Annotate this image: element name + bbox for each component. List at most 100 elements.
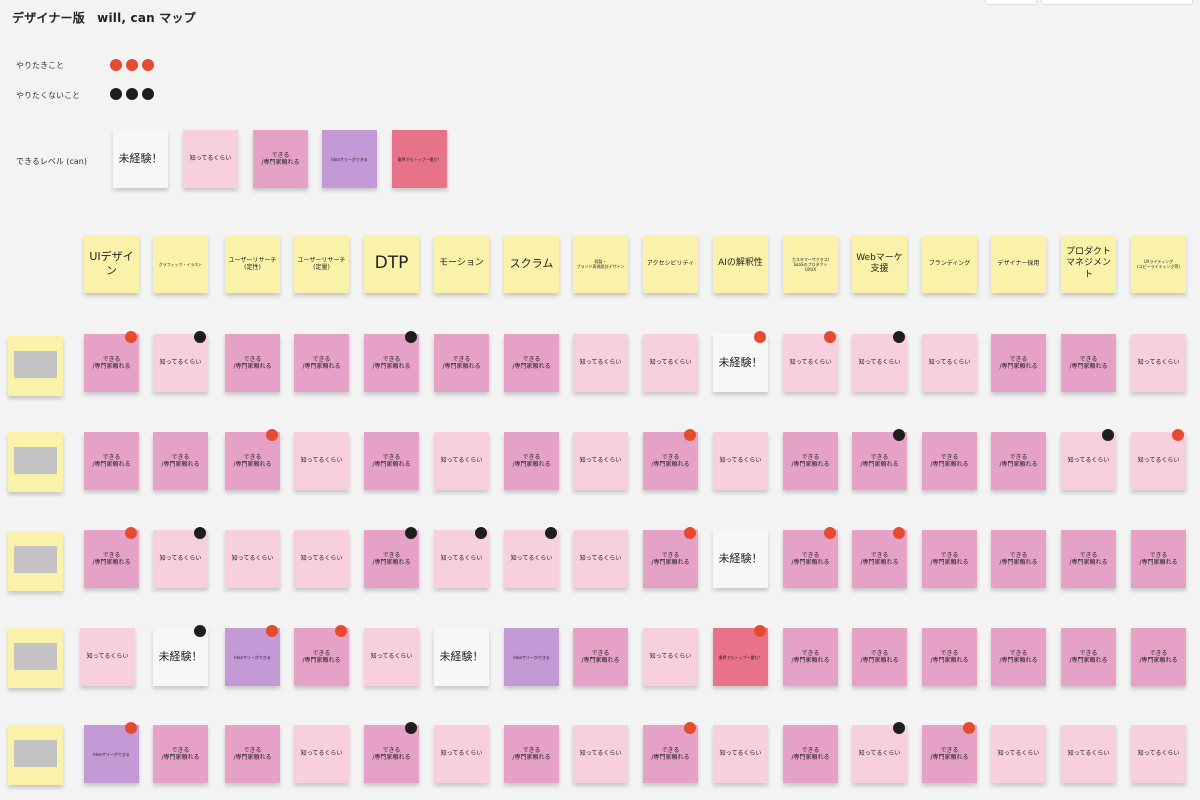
skill-level-sticky[interactable]: できる /専門家頼れる	[922, 628, 977, 686]
skill-level-sticky[interactable]: できる /専門家頼れる	[225, 334, 280, 392]
skill-level-sticky[interactable]: できる /専門家頼れる	[84, 334, 139, 392]
skill-level-sticky[interactable]: できる /専門家頼れる	[434, 334, 489, 392]
skill-level-sticky[interactable]: 知ってるくらい	[1061, 432, 1116, 490]
black-dot[interactable]	[194, 527, 206, 539]
skill-level-sticky[interactable]: できる /専門家頼れる	[852, 628, 907, 686]
skill-sticky[interactable]: ユーザーリサーチ (定量)	[294, 235, 349, 293]
black-dot[interactable]	[1102, 429, 1114, 441]
skill-level-sticky[interactable]: できる /専門家頼れる	[364, 334, 419, 392]
skill-level-sticky[interactable]: できる /専門家頼れる	[504, 334, 559, 392]
red-dot[interactable]	[1172, 429, 1184, 441]
skill-level-sticky[interactable]: 知ってるくらい	[922, 334, 977, 392]
skill-level-sticky[interactable]: できる /専門家頼れる	[153, 432, 208, 490]
skill-level-sticky[interactable]: 知ってるくらい	[1131, 432, 1186, 490]
skill-level-sticky[interactable]: できる /専門家頼れる	[1131, 530, 1186, 588]
skill-level-sticky[interactable]: 知ってるくらい	[225, 530, 280, 588]
skill-level-sticky[interactable]: 未経験！	[434, 628, 489, 686]
toolbar-button-left[interactable]	[985, 0, 1037, 5]
skill-sticky[interactable]: グラフィック・イラスト	[153, 235, 208, 293]
skill-level-sticky[interactable]: 知ってるくらい	[434, 530, 489, 588]
skill-level-sticky[interactable]: できる /専門家頼れる	[643, 530, 698, 588]
skill-level-sticky[interactable]: できる /専門家頼れる	[294, 334, 349, 392]
red-dot[interactable]	[142, 59, 154, 71]
skill-level-sticky[interactable]: できる /専門家頼れる	[783, 725, 838, 783]
row-member-card[interactable]	[8, 531, 63, 591]
skill-sticky[interactable]: スクラム	[504, 235, 559, 293]
skill-level-sticky[interactable]: できる /専門家頼れる	[364, 725, 419, 783]
skill-sticky[interactable]: 既製・ ブランド表現設計デザイン	[573, 235, 628, 293]
black-dot[interactable]	[126, 88, 138, 100]
skill-level-sticky[interactable]: できる /専門家頼れる	[364, 432, 419, 490]
skill-level-sticky[interactable]: できる /専門家頼れる	[991, 334, 1046, 392]
black-dot[interactable]	[405, 722, 417, 734]
skill-level-sticky[interactable]: Ideaサリーができる	[84, 725, 139, 783]
skill-level-sticky[interactable]: できる /専門家頼れる	[852, 432, 907, 490]
skill-sticky[interactable]: ブランディング	[922, 235, 977, 293]
skill-level-sticky[interactable]: できる /専門家頼れる	[783, 432, 838, 490]
skill-level-sticky[interactable]: 知ってるくらい	[153, 530, 208, 588]
row-member-card[interactable]	[8, 336, 63, 396]
red-dot[interactable]	[125, 527, 137, 539]
black-dot[interactable]	[405, 331, 417, 343]
skill-sticky[interactable]: DTP	[364, 235, 419, 293]
red-dot[interactable]	[824, 331, 836, 343]
skill-level-sticky[interactable]: できる /専門家頼れる	[225, 725, 280, 783]
black-dot[interactable]	[142, 88, 154, 100]
skill-level-sticky[interactable]: できる /専門家頼れる	[84, 432, 139, 490]
red-dot[interactable]	[266, 429, 278, 441]
skill-level-sticky[interactable]: 未経験！	[713, 334, 768, 392]
skill-level-sticky[interactable]: 知ってるくらい	[783, 334, 838, 392]
red-dot[interactable]	[684, 429, 696, 441]
level-sticky-can[interactable]: できる /専門家頼れる	[253, 130, 308, 188]
skill-level-sticky[interactable]: Ideaサリーができる	[225, 628, 280, 686]
skill-level-sticky[interactable]: 知ってるくらい	[573, 432, 628, 490]
skill-level-sticky[interactable]: できる /専門家頼れる	[1131, 628, 1186, 686]
red-dot[interactable]	[126, 59, 138, 71]
skill-level-sticky[interactable]: 未経験！	[713, 530, 768, 588]
skill-sticky[interactable]: モーション	[434, 235, 489, 293]
skill-level-sticky[interactable]: できる /専門家頼れる	[783, 530, 838, 588]
red-dot[interactable]	[335, 625, 347, 637]
skill-level-sticky[interactable]: 知ってるくらい	[573, 725, 628, 783]
skill-level-sticky[interactable]: 知ってるくらい	[1131, 334, 1186, 392]
skill-level-sticky[interactable]: できる /専門家頼れる	[294, 628, 349, 686]
black-dot[interactable]	[893, 331, 905, 343]
skill-level-sticky[interactable]: 知ってるくらい	[294, 432, 349, 490]
skill-sticky[interactable]: ユーザーリサーチ (定性)	[225, 235, 280, 293]
skill-sticky[interactable]: アクセシビリティ	[643, 235, 698, 293]
skill-level-sticky[interactable]: できる /専門家頼れる	[1061, 628, 1116, 686]
red-dot[interactable]	[893, 527, 905, 539]
skill-level-sticky[interactable]: できる /専門家頼れる	[991, 432, 1046, 490]
skill-level-sticky[interactable]: Ideaサリーができる	[504, 628, 559, 686]
skill-level-sticky[interactable]: 知ってるくらい	[643, 334, 698, 392]
skill-level-sticky[interactable]: 業界でもトップ一番だ！	[713, 628, 768, 686]
skill-sticky[interactable]: AIの解釈性	[713, 235, 768, 293]
red-dot[interactable]	[266, 625, 278, 637]
skill-sticky[interactable]: カスタマーサクセス/ SaaSのプロダクト UXUX	[783, 235, 838, 293]
skill-level-sticky[interactable]: できる /専門家頼れる	[84, 530, 139, 588]
skill-level-sticky[interactable]: できる /専門家頼れる	[573, 628, 628, 686]
skill-level-sticky[interactable]: 知ってるくらい	[153, 334, 208, 392]
skill-level-sticky[interactable]: できる /専門家頼れる	[783, 628, 838, 686]
level-sticky-know[interactable]: 知ってるくらい	[183, 130, 238, 188]
level-sticky-top[interactable]: 業界でもトップ一番だ！	[392, 130, 447, 188]
black-dot[interactable]	[194, 331, 206, 343]
red-dot[interactable]	[963, 722, 975, 734]
skill-level-sticky[interactable]: できる /専門家頼れる	[922, 432, 977, 490]
level-sticky-lead[interactable]: Ideaサリーができる	[322, 130, 377, 188]
skill-level-sticky[interactable]: できる /専門家頼れる	[1061, 334, 1116, 392]
toolbar-button-right[interactable]	[1041, 0, 1193, 5]
skill-level-sticky[interactable]: 知ってるくらい	[573, 530, 628, 588]
skill-level-sticky[interactable]: 知ってるくらい	[364, 628, 419, 686]
red-dot[interactable]	[684, 722, 696, 734]
row-member-card[interactable]	[8, 432, 63, 492]
skill-level-sticky[interactable]: できる /専門家頼れる	[153, 725, 208, 783]
black-dot[interactable]	[893, 429, 905, 441]
black-dot[interactable]	[194, 625, 206, 637]
red-dot[interactable]	[824, 527, 836, 539]
skill-level-sticky[interactable]: できる /専門家頼れる	[504, 432, 559, 490]
red-dot[interactable]	[125, 331, 137, 343]
skill-level-sticky[interactable]: できる /専門家頼れる	[643, 432, 698, 490]
red-dot[interactable]	[125, 722, 137, 734]
red-dot[interactable]	[754, 331, 766, 343]
